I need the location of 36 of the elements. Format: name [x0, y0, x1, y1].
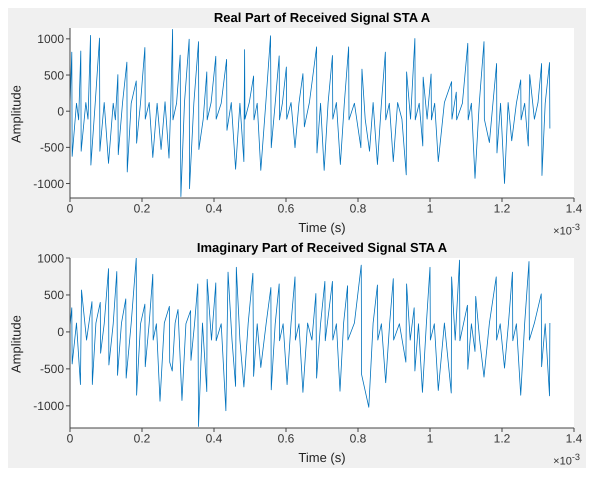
- x-axis-title: Time (s): [298, 450, 346, 465]
- x-tick-label: 0: [66, 432, 74, 446]
- x-tick-label: 1.4: [566, 432, 583, 446]
- x-tick-label: 0.2: [134, 202, 151, 216]
- x-tick-label: 1.2: [494, 432, 511, 446]
- y-tick-label: -500: [40, 362, 64, 376]
- x-tick-label: 0.8: [350, 432, 367, 446]
- x-tick-label: 0.4: [206, 202, 223, 216]
- chart-title: Imaginary Part of Received Signal STA A: [196, 240, 448, 255]
- x-axis-title: Time (s): [298, 220, 346, 235]
- x-tick-label: 0.6: [278, 432, 295, 446]
- y-tick-label: 0: [57, 104, 64, 118]
- x-tick-label: 1: [426, 202, 434, 216]
- y-tick-label: 1000: [37, 251, 64, 266]
- y-tick-label: -500: [40, 140, 64, 155]
- line-series: [70, 29, 550, 197]
- text: ×10$^{-3}$: [553, 222, 580, 238]
- x-tick-label: 0.2: [134, 432, 151, 446]
- x-tick-label: 1.4: [566, 202, 583, 216]
- x-tick-label: 1.2: [494, 202, 511, 216]
- y-tick-label: 500: [44, 288, 64, 302]
- y-axis-title: Amplitude: [8, 85, 24, 143]
- y-tick-label: -1000: [33, 399, 64, 414]
- x-tick-label: 0.4: [206, 432, 223, 446]
- y-tick-label: -1000: [33, 176, 64, 191]
- x-tick-label: 0.8: [350, 202, 367, 216]
- x-tick-label: 1: [426, 432, 434, 446]
- y-axis-title: Amplitude: [8, 315, 24, 373]
- x-tick-label: 0.6: [278, 202, 295, 216]
- text: ×10$^{-3}$: [553, 452, 580, 468]
- x-tick-label: 0: [66, 202, 74, 216]
- y-tick-label: 1000: [37, 32, 64, 46]
- y-tick-label: 0: [57, 325, 64, 340]
- line-series: [70, 258, 550, 427]
- y-tick-label: 500: [44, 68, 64, 82]
- chart-title: Real Part of Received Signal STA A: [212, 10, 432, 25]
